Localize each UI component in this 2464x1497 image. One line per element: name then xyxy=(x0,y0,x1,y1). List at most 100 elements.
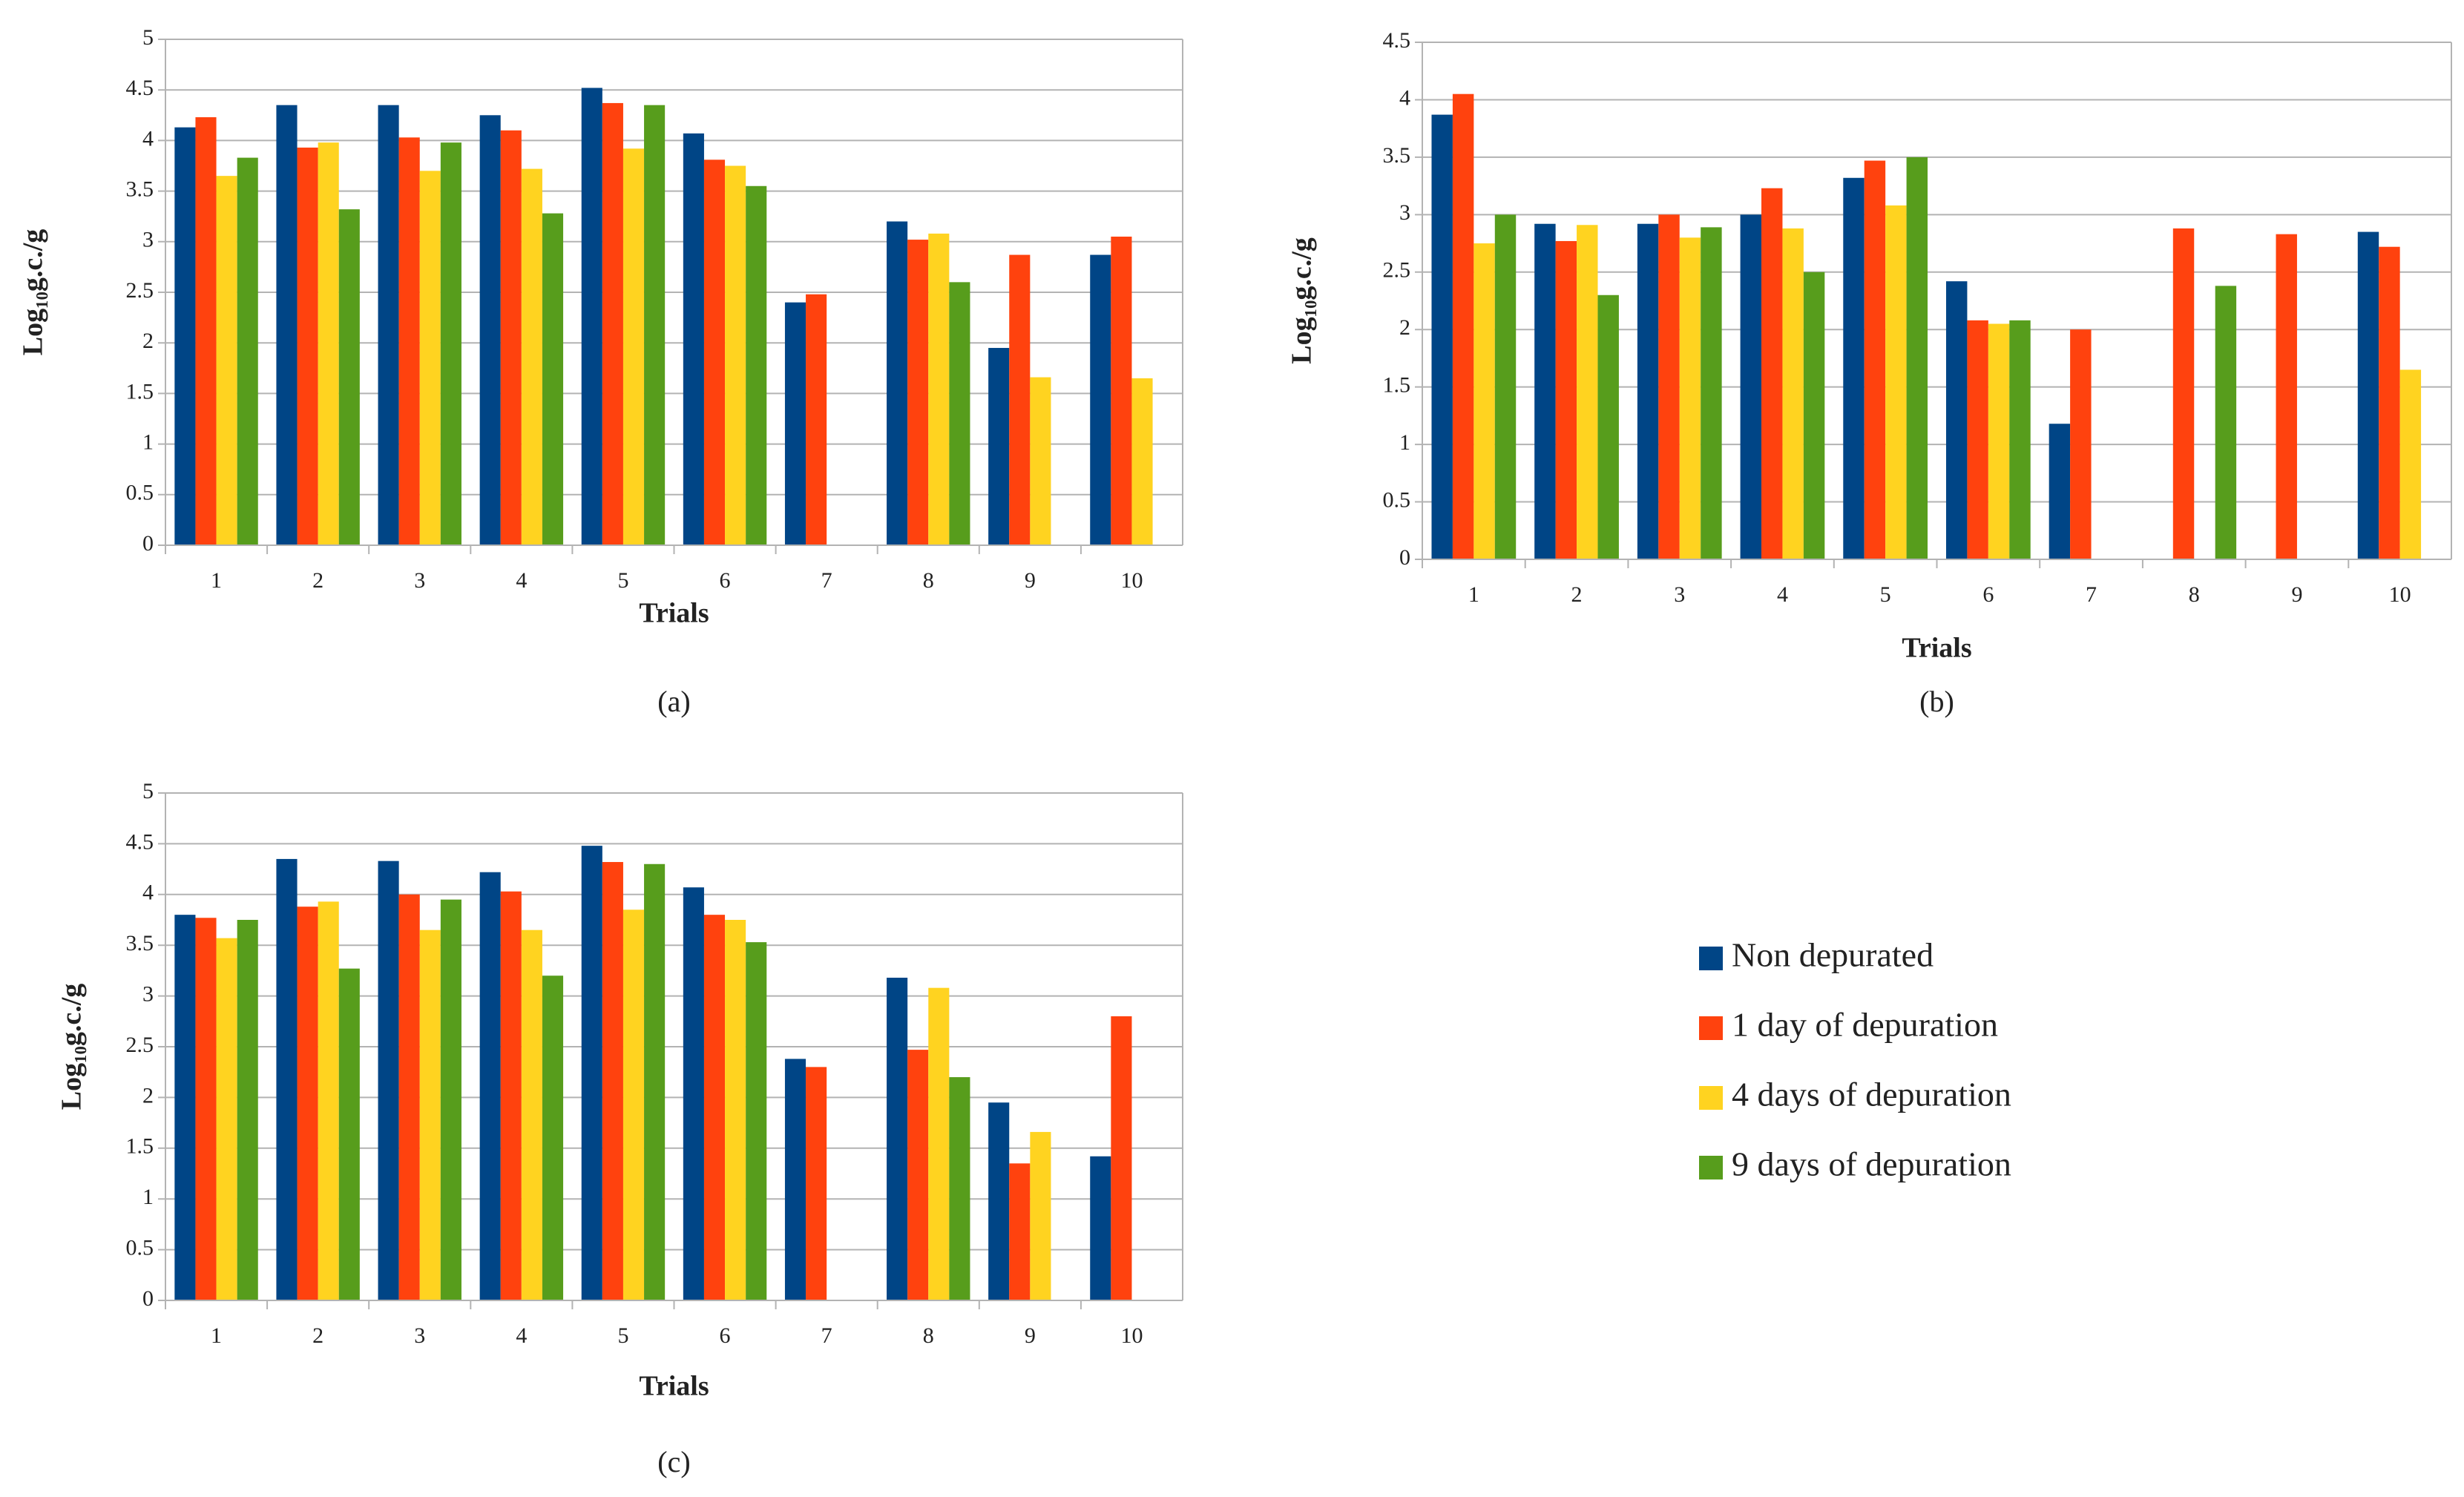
bar xyxy=(746,185,767,545)
y-tick-label: 2 xyxy=(142,1083,154,1108)
bar xyxy=(1494,214,1517,559)
bar xyxy=(622,148,645,545)
x-tick-label: 1 xyxy=(1468,582,1479,607)
y-tick-label: 4 xyxy=(142,126,154,151)
bar xyxy=(1009,1163,1031,1300)
y-axis-label: Log₁₀g.c./g xyxy=(56,984,88,1111)
bar xyxy=(1555,240,1577,559)
bar xyxy=(907,1050,929,1300)
bar xyxy=(1431,114,1453,559)
legend-swatch xyxy=(1699,1086,1723,1110)
bar xyxy=(581,846,602,1300)
bar xyxy=(398,894,420,1300)
bar xyxy=(725,920,746,1300)
bar xyxy=(949,282,970,545)
x-tick-label: 7 xyxy=(821,568,832,593)
bar xyxy=(378,861,399,1300)
bar xyxy=(1090,254,1111,545)
bar xyxy=(644,105,666,545)
bar xyxy=(2357,231,2379,559)
bar xyxy=(1740,214,1762,559)
legend-swatch xyxy=(1699,1016,1723,1040)
bar xyxy=(338,209,360,545)
x-tick-label: 7 xyxy=(2086,582,2097,607)
y-tick-label: 5 xyxy=(142,25,154,50)
bar xyxy=(1111,236,1132,545)
x-tick-label: 9 xyxy=(2291,582,2302,607)
bar xyxy=(1452,93,1474,559)
legend-label: 1 day of depuration xyxy=(1732,1006,1998,1044)
caption: (b) xyxy=(1919,685,1954,718)
bar xyxy=(500,891,522,1300)
y-axis-label: Log₁₀g.c./g xyxy=(18,229,49,356)
bar xyxy=(1803,272,1825,559)
bar xyxy=(683,133,704,546)
bar xyxy=(1577,225,1598,559)
bar xyxy=(1885,205,1907,559)
bar xyxy=(1701,227,1722,559)
bar xyxy=(500,130,522,545)
bar xyxy=(703,915,726,1300)
bar xyxy=(195,918,217,1300)
bar xyxy=(602,862,623,1300)
bar xyxy=(784,302,806,545)
bar xyxy=(2379,246,2400,559)
bar xyxy=(318,901,339,1300)
x-tick-label: 8 xyxy=(923,1323,934,1348)
caption: (c) xyxy=(657,1445,690,1478)
bar xyxy=(1474,243,1495,559)
bar xyxy=(887,977,908,1300)
bar xyxy=(440,899,461,1300)
y-tick-label: 0 xyxy=(142,1286,154,1311)
bar xyxy=(1030,1131,1051,1300)
x-tick-label: 1 xyxy=(211,1323,222,1348)
y-tick-label: 2 xyxy=(142,329,154,353)
bar xyxy=(703,159,726,546)
bar xyxy=(338,968,360,1300)
y-tick-label: 5 xyxy=(142,779,154,803)
bar xyxy=(949,1077,970,1300)
bar xyxy=(1111,1016,1132,1300)
bar xyxy=(174,915,196,1300)
x-tick-label: 2 xyxy=(1571,582,1583,607)
y-tick-label: 0.5 xyxy=(126,1235,154,1260)
x-tick-label: 9 xyxy=(1025,568,1036,593)
bar xyxy=(216,176,237,545)
x-tick-label: 2 xyxy=(312,568,323,593)
bar xyxy=(2399,369,2422,559)
bar xyxy=(806,1067,827,1300)
y-tick-label: 4.5 xyxy=(126,76,154,100)
bar xyxy=(419,171,441,545)
bar xyxy=(1843,177,1865,559)
bar xyxy=(398,137,420,546)
bar xyxy=(784,1059,806,1300)
bar xyxy=(1030,377,1051,545)
bar xyxy=(1597,295,1619,559)
x-tick-label: 3 xyxy=(414,1323,425,1348)
x-tick-label: 3 xyxy=(1674,582,1685,607)
y-tick-label: 3.5 xyxy=(126,177,154,201)
bar xyxy=(602,102,623,545)
bar xyxy=(2049,424,2071,559)
y-tick-label: 1.5 xyxy=(1383,373,1411,398)
bar xyxy=(1009,254,1031,545)
legend-label: Non depurated xyxy=(1732,936,1934,974)
bar xyxy=(237,157,258,545)
y-tick-label: 1 xyxy=(142,430,154,454)
bar xyxy=(542,975,564,1300)
bar xyxy=(1534,223,1556,559)
bar xyxy=(521,930,542,1300)
y-tick-label: 3.5 xyxy=(1383,143,1411,168)
bar xyxy=(644,863,666,1300)
legend-swatch xyxy=(1699,947,1723,970)
bar xyxy=(276,858,298,1300)
y-tick-label: 2.5 xyxy=(126,278,154,303)
x-tick-label: 10 xyxy=(1120,568,1143,593)
y-tick-label: 3 xyxy=(142,981,154,1006)
x-tick-label: 6 xyxy=(720,568,731,593)
y-tick-label: 0 xyxy=(1399,545,1410,570)
bar xyxy=(683,887,704,1300)
y-tick-label: 1.5 xyxy=(126,1134,154,1159)
bar xyxy=(2215,286,2237,559)
y-tick-label: 1.5 xyxy=(126,379,154,404)
